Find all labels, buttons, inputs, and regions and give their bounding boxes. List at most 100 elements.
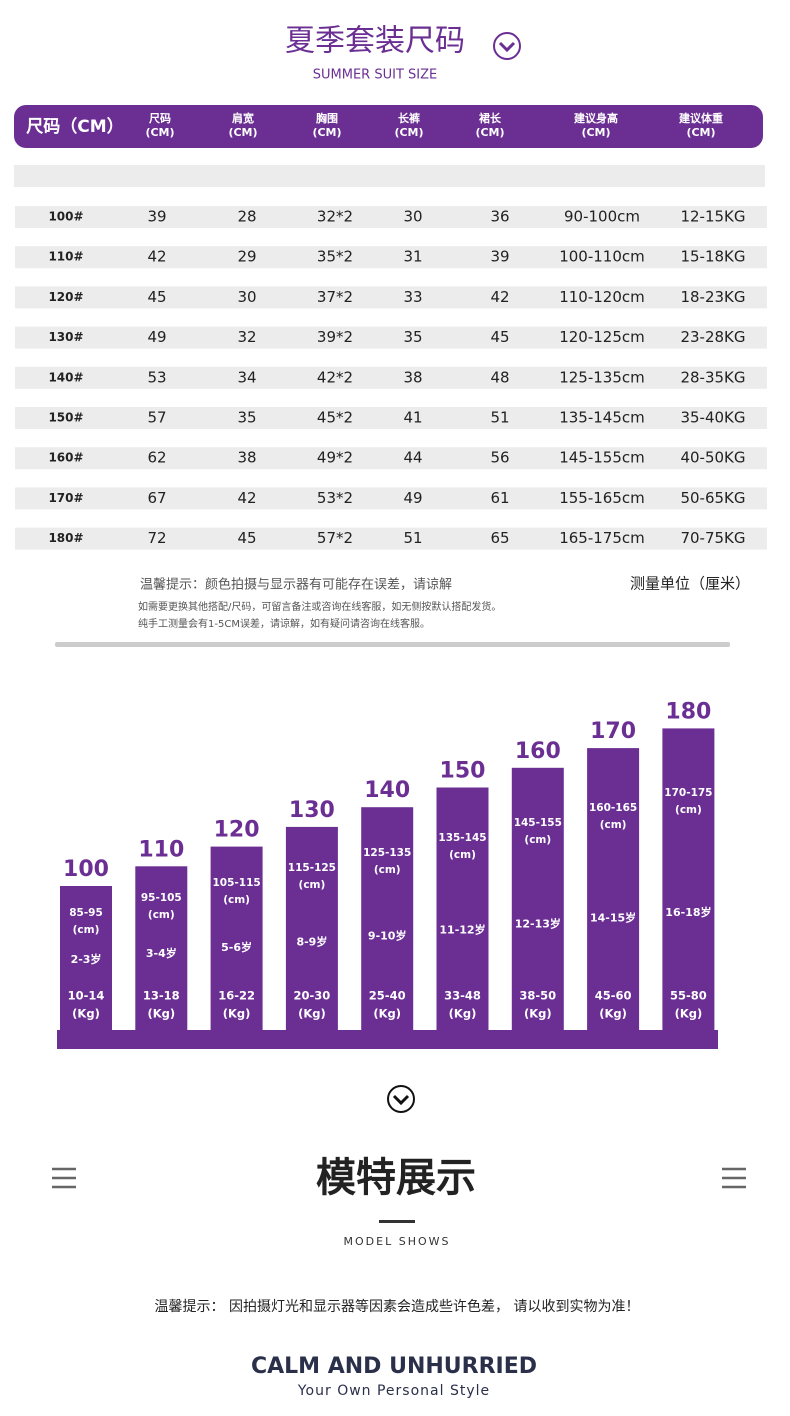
table-cell: 45 — [237, 529, 256, 547]
size-cell: 170# — [48, 491, 83, 505]
table-cell: 42 — [490, 288, 509, 306]
bar-age: 12-13岁 — [515, 917, 561, 931]
table-cell: 51 — [403, 529, 422, 547]
table-cell: 35-40KG — [680, 409, 745, 427]
table-cell: 40-50KG — [680, 449, 745, 467]
bar-height: 125-135 — [363, 847, 411, 859]
bar-label: 110 — [138, 837, 184, 862]
table-row — [15, 366, 767, 389]
bar-height-unit: (cm) — [600, 819, 627, 831]
footer-title: CALM AND UNHURRIED — [251, 1354, 537, 1379]
table-cell: 35 — [403, 328, 422, 346]
bar-height: 170-175 — [664, 787, 712, 799]
table-cell: 90-100cm — [564, 208, 640, 226]
column-header: (CM) — [475, 126, 504, 139]
menu-icon — [722, 1167, 746, 1189]
bar-weight: 45-60 — [595, 989, 632, 1003]
bar-weight-unit: (Kg) — [147, 1007, 175, 1021]
divider — [379, 1220, 415, 1223]
bar-weight-unit: (Kg) — [599, 1007, 627, 1021]
bar-weight-unit: (Kg) — [524, 1007, 552, 1021]
column-header: 裙长 — [479, 111, 502, 125]
chevron-icon — [493, 32, 521, 60]
bar-height-unit: (cm) — [73, 924, 100, 936]
table-row — [15, 487, 767, 510]
table-cell: 155-165cm — [559, 489, 645, 507]
bar — [285, 826, 338, 1030]
table-cell: 39 — [490, 248, 509, 266]
table-cell: 61 — [490, 489, 509, 507]
bar-height: 95-105 — [141, 892, 182, 904]
table-cell: 39*2 — [317, 328, 353, 346]
table-cell: 49 — [147, 328, 166, 346]
bar-height-unit: (cm) — [524, 834, 551, 846]
shadow — [55, 642, 730, 647]
bar-age: 2-3岁 — [71, 952, 102, 966]
subtitle: SUMMER SUIT SIZE — [313, 68, 437, 83]
bar-label: 120 — [214, 818, 260, 843]
title: 夏季套装尺码 — [285, 24, 465, 59]
size-cell: 160# — [48, 451, 83, 465]
table-row — [15, 286, 767, 309]
bar — [60, 886, 112, 1030]
models-title: 模特展示 — [316, 1155, 476, 1201]
table-cell: 38 — [237, 449, 256, 467]
table-cell: 49*2 — [317, 449, 353, 467]
table-cell: 70-75KG — [680, 529, 745, 547]
table-row — [15, 326, 767, 349]
table-cell: 41 — [403, 409, 422, 427]
table-cell: 135-145cm — [559, 409, 645, 427]
table-cell: 30 — [403, 208, 422, 226]
table-cell: 65 — [490, 529, 509, 547]
bar-age: 5-6岁 — [221, 940, 252, 954]
column-header: (CM) — [686, 126, 715, 139]
bar-height: 115-125 — [288, 862, 336, 874]
bar-age: 8-9岁 — [296, 934, 327, 948]
table-cell: 51 — [490, 409, 509, 427]
table-cell: 48 — [490, 368, 509, 386]
column-header: 尺码（CM） — [26, 116, 123, 137]
column-header: (CM) — [145, 126, 174, 139]
bar-weight: 25-40 — [369, 989, 406, 1003]
bar-weight: 55-80 — [670, 989, 707, 1003]
bar-height-unit: (cm) — [675, 804, 702, 816]
table-cell: 165-175cm — [559, 529, 645, 547]
column-header: (CM) — [228, 126, 257, 139]
table-cell: 35 — [237, 409, 256, 427]
bar-height: 105-115 — [212, 877, 260, 889]
size-cell: 120# — [48, 290, 83, 304]
table-cell: 42 — [237, 489, 256, 507]
table-cell: 39 — [147, 208, 166, 226]
column-header: 尺码 — [149, 112, 171, 125]
table-cell: 28-35KG — [680, 368, 745, 386]
column-header: 肩宽 — [232, 111, 254, 125]
size-cell: 150# — [48, 411, 83, 425]
bar-label: 170 — [590, 719, 636, 744]
chevron-icon — [387, 1085, 415, 1113]
bar — [662, 728, 715, 1030]
size-cell: 140# — [48, 370, 83, 384]
bar-weight: 10-14 — [68, 989, 105, 1003]
table-cell: 45 — [147, 288, 166, 306]
bar-height-unit: (cm) — [299, 879, 326, 891]
bar — [511, 767, 564, 1030]
bar-label: 100 — [63, 857, 109, 882]
table-cell: 32 — [237, 328, 256, 346]
table-cell: 35*2 — [317, 248, 353, 266]
bar — [210, 846, 263, 1030]
table-cell: 53 — [147, 368, 166, 386]
bar-age: 14-15岁 — [590, 911, 636, 925]
table-cell: 33 — [403, 288, 422, 306]
unit: 测量单位（厘米） — [630, 575, 750, 593]
table-cell: 49 — [403, 489, 422, 507]
note-line: 纯手工测量会有1-5CM误差，请谅解，如有疑问请咨询在线客服。 — [138, 617, 430, 630]
bar-weight-unit: (Kg) — [675, 1007, 703, 1021]
table-row — [15, 246, 767, 269]
bar-height: 145-155 — [514, 817, 562, 829]
table-cell: 30 — [237, 288, 256, 306]
table-cell: 145-155cm — [559, 449, 645, 467]
bar-weight: 20-30 — [294, 989, 331, 1003]
chart-base — [57, 1030, 718, 1049]
table-cell: 38 — [403, 368, 422, 386]
bar-weight: 13-18 — [143, 989, 180, 1003]
